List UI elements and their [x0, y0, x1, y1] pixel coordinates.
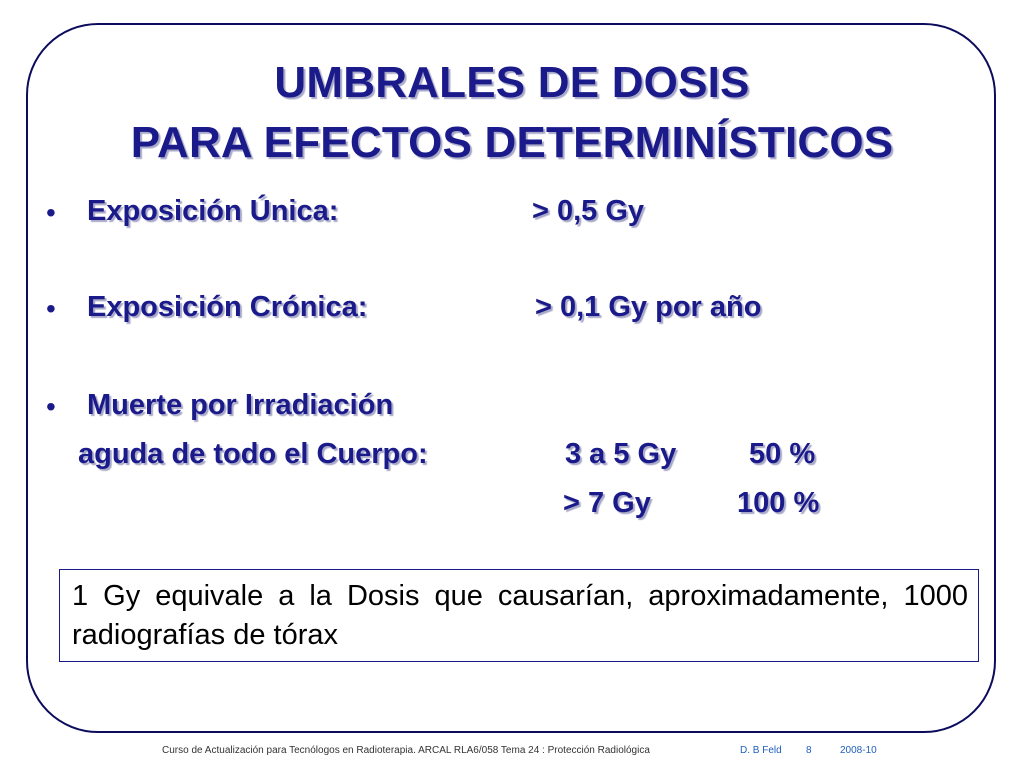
acute-percent-100: 100 %: [737, 487, 820, 519]
bullet-death-label: Muerte por Irradiación: [87, 389, 394, 421]
bullet-chronic-exposure-label: Exposición Crónica:: [87, 291, 368, 323]
bullet-single-exposure-label: Exposición Única:: [87, 195, 339, 227]
footer-page-number: 8: [806, 745, 812, 756]
acute-dose-range: 3 a 5 Gy: [565, 438, 677, 470]
bullet-chronic-exposure-value: > 0,1 Gy por año: [535, 291, 762, 323]
footer-course: Curso de Actualización para Tecnólogos e…: [162, 745, 650, 756]
bullet-dot: •: [46, 391, 56, 422]
acute-percent-50: 50 %: [749, 438, 816, 470]
slide-frame: [26, 23, 996, 733]
acute-dose-over-7: > 7 Gy: [563, 487, 651, 519]
footer-author: D. B Feld: [740, 745, 782, 756]
slide-title-line2: PARA EFECTOS DETERMINÍSTICOS: [130, 118, 894, 167]
slide-title-line1: UMBRALES DE DOSIS: [274, 58, 750, 107]
bullet-dot: •: [46, 293, 56, 324]
bullet-dot: •: [46, 197, 56, 228]
bullet-single-exposure-value: > 0,5 Gy: [532, 195, 645, 227]
note-box: 1 Gy equivale a la Dosis que causarían, …: [59, 569, 979, 662]
footer-date: 2008-10: [840, 745, 877, 756]
acute-whole-body-label: aguda de todo el Cuerpo:: [78, 438, 428, 470]
